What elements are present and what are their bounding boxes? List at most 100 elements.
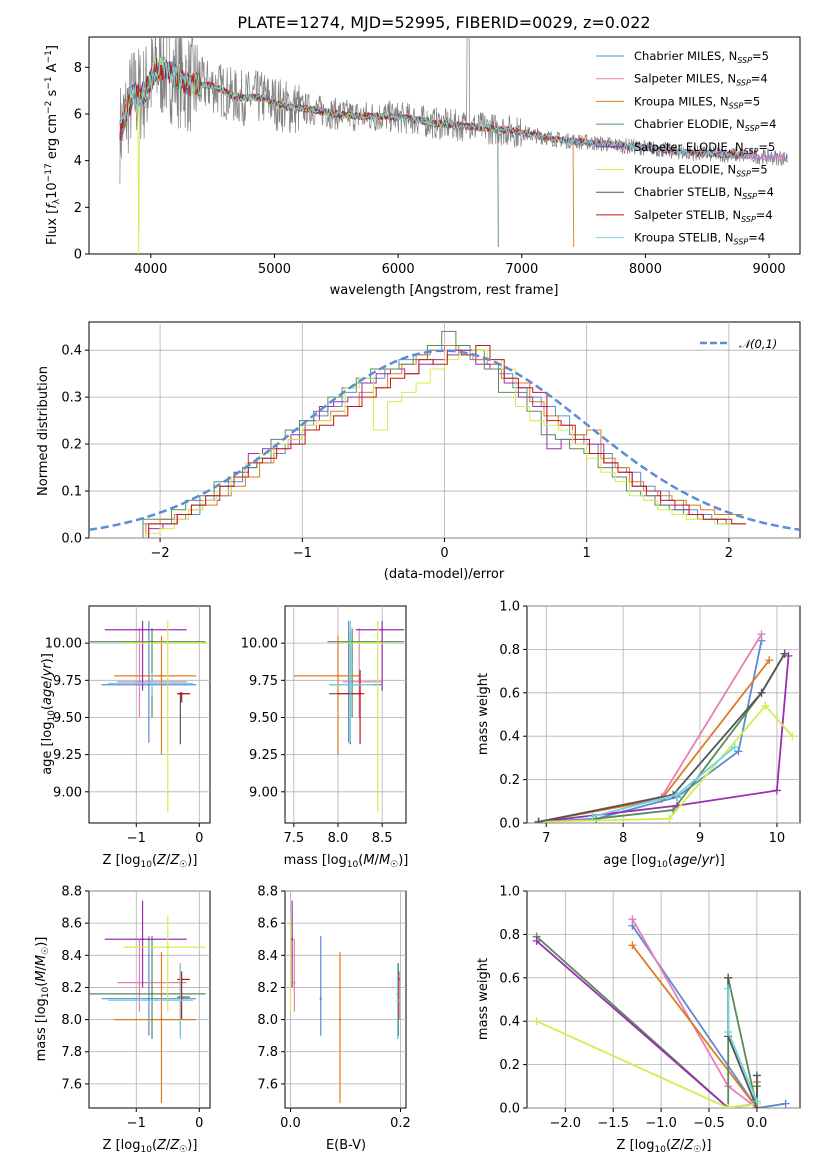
data-point: [150, 992, 154, 996]
mass_vs_EBV-xtick-label: 0.0: [280, 1116, 301, 1131]
mass-weight-marker: [772, 786, 781, 795]
legend-label: Kroupa MILES, NSSP=5: [634, 94, 760, 110]
mass-weight-series-line: [535, 935, 758, 1108]
legend-label: Salpeter ELODIE, NSSP=5: [634, 140, 775, 156]
mass_vs_EBV-ytick-label: 8.8: [257, 885, 278, 900]
massweight_vs_Z-xtick-label: −2.0: [550, 1116, 582, 1131]
massweight_vs_Z-ytick-label: 0.2: [499, 1058, 520, 1073]
data-point: [179, 999, 182, 1002]
age_vs_Z-xtick-label: 0: [195, 831, 203, 846]
mass_vs_Z-ytick-label: 8.4: [61, 949, 82, 964]
mass-weight-marker: [734, 747, 743, 756]
mass-weight-marker: [761, 701, 770, 710]
mass-weight-marker: [665, 814, 674, 823]
mass_vs_EBV-ytick-label: 7.8: [257, 1045, 278, 1060]
normal-curve-line: [89, 349, 800, 532]
mass-weight-marker: [588, 812, 597, 821]
mass-vs-reddening-xlabel: E(B-V): [326, 1138, 366, 1153]
data-point: [338, 1018, 342, 1021]
mass-weight-marker: [757, 688, 766, 697]
mass_vs_Z-xtick-label: 0: [195, 1116, 203, 1131]
mass-weight-marker: [752, 1071, 761, 1080]
mass-weight-marker: [628, 941, 637, 950]
mass-vs-metallicity-xlabel: Z [log10(Z/Z☉)]: [103, 1138, 198, 1155]
spectrum-xtick-label: 4000: [134, 262, 167, 277]
mass-weight-marker: [780, 649, 789, 658]
massweight_vs_Z-ytick-label: 0.6: [499, 971, 520, 986]
residuals-xtick-label: −1: [293, 546, 312, 561]
spectrum-xtick-label: 8000: [629, 262, 662, 277]
residuals-ytick-label: 0.1: [61, 485, 82, 500]
data-point: [160, 674, 163, 678]
age-vs-metallicity-xlabel: Z [log10(Z/Z☉)]: [103, 853, 198, 870]
residuals-ytick-label: 0.3: [61, 391, 82, 406]
massweight_vs_Z-ytick-label: 0.8: [499, 928, 520, 943]
age_vs_mass-xtick-label: 7.5: [283, 831, 304, 846]
residuals-ytick-label: 0.0: [61, 532, 82, 547]
massweight_vs_age-xtick-label: 10: [769, 831, 786, 846]
data-point: [141, 628, 144, 631]
mass-weight-marker: [628, 915, 637, 924]
mass-vs-metallicity-ylabel: mass [log10(M/M☉)]: [34, 937, 51, 1062]
data-point: [147, 997, 151, 1000]
massweight-vs-age-panel: mass weight age [log10(age/yr)] 7 8 9 10 0.0…: [476, 600, 801, 870]
age-vs-mass-plot-area: [284, 605, 407, 824]
mass_vs_EBV-marks: [289, 900, 401, 1104]
massweight_vs_age-ytick-label: 0.6: [499, 686, 520, 701]
spectrum-model-kroupa-stelib: [119, 58, 745, 160]
figure-title: PLATE=1274, MJD=52995, FIBERID=0029, z=0…: [237, 13, 650, 32]
data-point: [138, 981, 141, 984]
massweight_vs_age-xtick-label: 7: [542, 831, 550, 846]
mass-weight-marker: [724, 984, 733, 993]
residuals-ytick-label: 0.4: [61, 344, 82, 359]
legend-label: Kroupa STELIB, NSSP=4: [634, 231, 765, 247]
residuals-ytick-label: 0.2: [61, 438, 82, 453]
age_vs_mass-xtick-label: 8.0: [328, 831, 349, 846]
data-point: [150, 640, 154, 643]
mass-weight-marker: [781, 1099, 790, 1108]
residuals-xlabel: (data-model)/error: [384, 567, 505, 582]
mass_vs_Z-xtick-label: −1: [127, 1116, 146, 1131]
mass-weight-series-line: [631, 925, 786, 1108]
massweight_vs_Z-xtick-label: −0.5: [693, 1116, 725, 1131]
residuals-ylabel: Normed distribution: [36, 366, 51, 496]
mass-weight-series-line: [538, 633, 763, 823]
mass-weight-marker: [752, 1097, 761, 1106]
spectrum-ytick-label: 8: [74, 61, 82, 76]
massweight_vs_age-marks: [534, 630, 797, 823]
age_vs_Z-ytick-label: 9.00: [53, 785, 82, 800]
data-point: [138, 680, 141, 684]
mass_vs_Z-ytick-label: 7.8: [61, 1045, 82, 1060]
massweight_vs_Z-ytick-label: 1.0: [499, 885, 520, 900]
age_vs_mass-ytick-label: 9.00: [249, 785, 278, 800]
mass_vs_Z-ytick-label: 8.8: [61, 885, 82, 900]
mass-vs-reddening-plot-area: [284, 890, 407, 1109]
massweight_vs_Z-ytick-label: 0.0: [499, 1102, 520, 1117]
mass-weight-marker: [534, 817, 543, 823]
massweight_vs_Z-xtick-label: −1.0: [645, 1116, 677, 1131]
age_vs_Z-marks: [89, 620, 209, 813]
mass-weight-series-line: [536, 1020, 758, 1108]
data-point: [380, 628, 384, 631]
mass_vs_EBV-ytick-label: 8.0: [257, 1013, 278, 1028]
spectrum-legend: Chabrier MILES, NSSP=5 Salpeter MILES, NS…: [596, 49, 776, 247]
massweight_vs_Z-ytick-label: 0.4: [499, 1015, 520, 1030]
age_vs_mass-ytick-label: 9.50: [249, 711, 278, 726]
spectrum-lines: [119, 37, 789, 254]
massweight_vs_age-ytick-label: 1.0: [499, 600, 520, 615]
massweight_vs_age-xtick-label: 8: [619, 831, 627, 846]
mass-weight-marker: [757, 630, 766, 639]
age-vs-mass-panel: mass [log10(M/M☉)] 7.5 8.0 8.5 9.00 9.25 9.50…: [241, 605, 409, 870]
legend-label: Chabrier ELODIE, NSSP=4: [634, 117, 776, 133]
age-vs-mass-xlabel: mass [log10(M/M☉)]: [284, 853, 409, 870]
massweight_vs_age-xtick-label: 9: [696, 831, 704, 846]
massweight_vs_age-ytick-label: 0.8: [499, 643, 520, 658]
data-point: [293, 981, 296, 984]
legend-label: Chabrier MILES, NSSP=5: [634, 49, 769, 65]
spectrum-xtick-label: 6000: [382, 262, 415, 277]
mass-weight-marker: [532, 1017, 541, 1026]
massweight_vs_Z-xtick-label: 0.0: [747, 1116, 768, 1131]
massweight_vs_age-ytick-label: 0.0: [499, 817, 520, 832]
legend-label: Chabrier STELIB, NSSP=4: [634, 185, 774, 201]
